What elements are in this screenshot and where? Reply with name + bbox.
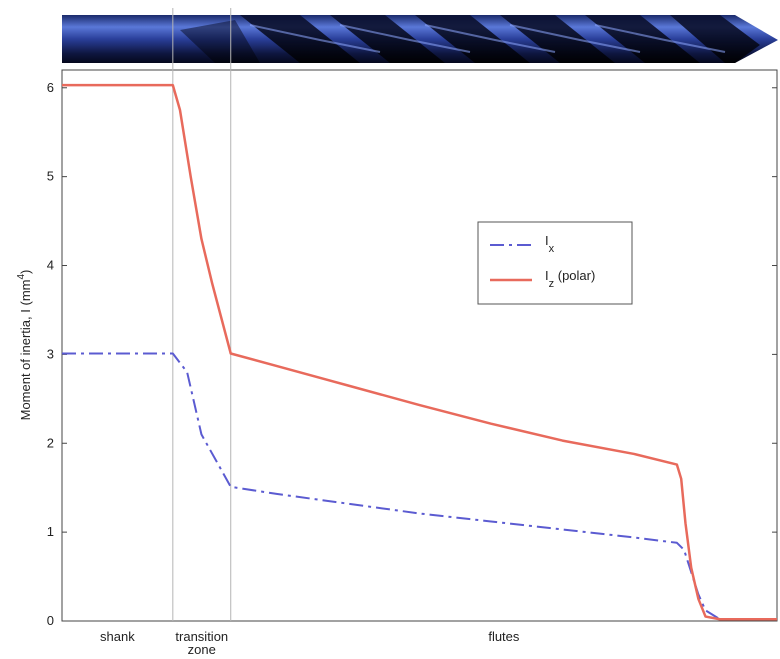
- legend-entry-iz: Iz (polar): [545, 268, 595, 290]
- y-tick-label: 3: [47, 346, 54, 361]
- legend-entry-iz-sub: z: [549, 278, 555, 290]
- legend-entry-ix-main: I: [545, 233, 549, 248]
- series-lines: [62, 83, 777, 621]
- region-label: flutes: [488, 629, 520, 644]
- y-tick-label: 5: [47, 169, 54, 184]
- series-line-iz: [62, 83, 777, 621]
- legend-entry-iz-rest: (polar): [554, 268, 595, 283]
- legend-entry-iz-main: I: [545, 268, 549, 283]
- series-line-ix: [62, 352, 777, 621]
- legend-box: [477, 221, 633, 305]
- legend: Ix Iz (polar): [477, 221, 633, 305]
- region-label-line: flutes: [488, 629, 520, 644]
- y-axis-label-main: Moment of inertia, I (mm: [18, 280, 33, 421]
- region-label-line: shank: [100, 629, 135, 644]
- y-axis-label-superscript: 4: [16, 274, 27, 280]
- y-axis-label: Moment of inertia, I (mm4): [16, 270, 33, 421]
- y-tick-label: 6: [47, 80, 54, 95]
- region-dividers: shank transition zone flutes: [100, 8, 520, 657]
- plot-frame: [61, 69, 778, 622]
- y-tick-label: 4: [47, 258, 54, 273]
- region-label: transition zone: [175, 629, 228, 654]
- drill-bit-illustration: [62, 15, 778, 63]
- region-label-line: zone: [188, 642, 216, 654]
- y-tick-label: 0: [47, 613, 54, 628]
- y-tick-label: 1: [47, 524, 54, 539]
- region-label-line: transition: [175, 629, 228, 644]
- y-axis-label-close: ): [18, 270, 33, 274]
- region-label: shank: [100, 629, 135, 644]
- legend-entry-ix: Ix: [545, 233, 555, 255]
- legend-entry-ix-sub: x: [549, 243, 555, 255]
- y-tick-label: 2: [47, 435, 54, 450]
